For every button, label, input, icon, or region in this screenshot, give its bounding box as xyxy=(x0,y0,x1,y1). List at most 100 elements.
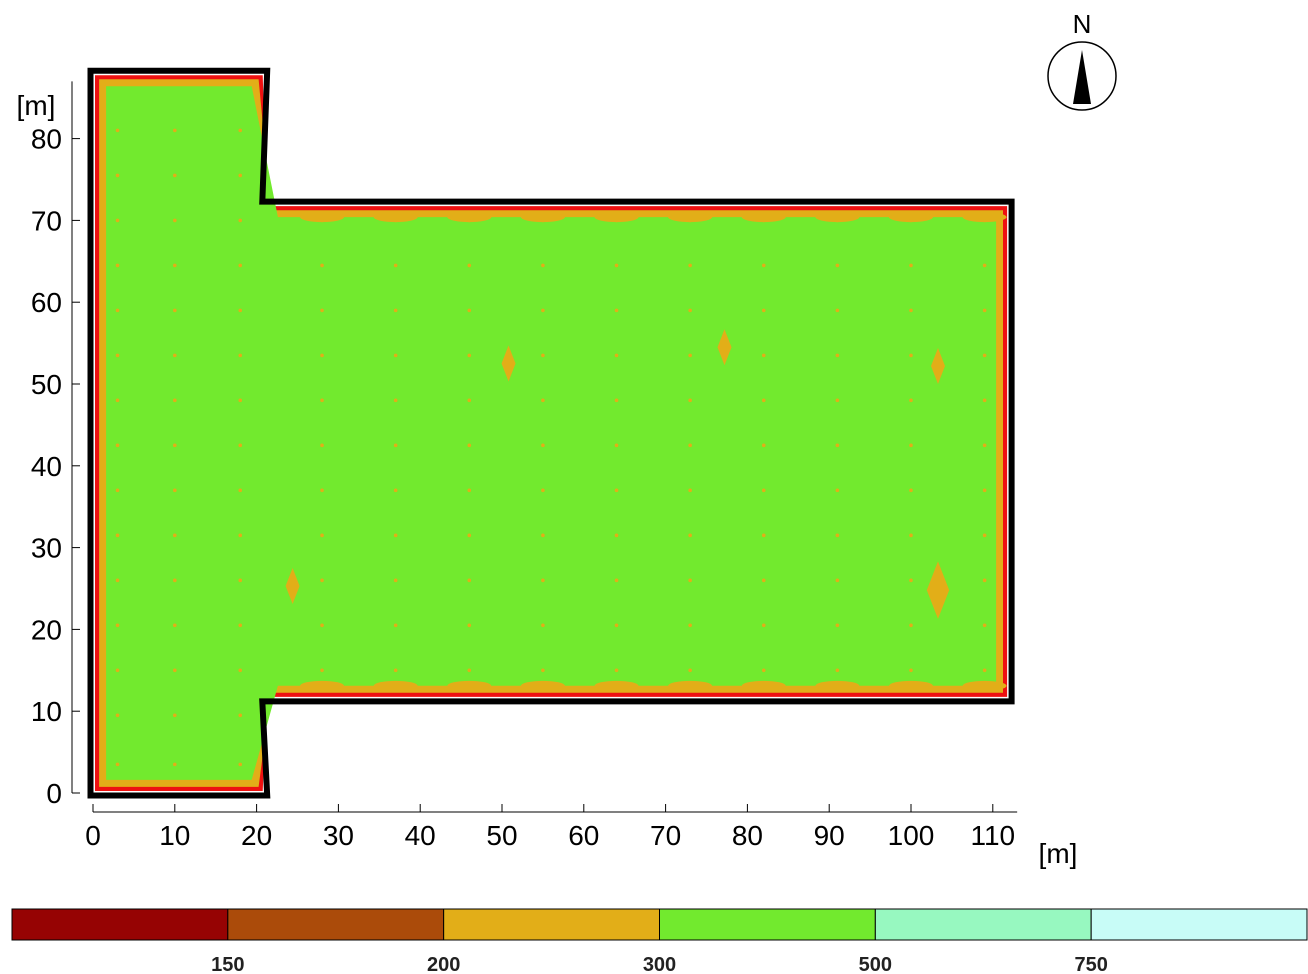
calc-point xyxy=(982,398,987,403)
x-tick-label: 70 xyxy=(650,820,681,851)
calc-point xyxy=(614,488,619,493)
calc-point xyxy=(761,398,766,403)
border-ripple xyxy=(300,212,345,223)
calc-point xyxy=(467,398,472,403)
legend-threshold-label: 200 xyxy=(427,954,460,974)
calc-point xyxy=(835,218,840,223)
calc-point xyxy=(238,128,243,133)
calc-point xyxy=(541,263,545,268)
color-legend: 150 200 300 500 750 xyxy=(11,908,1308,974)
x-tick-label: 80 xyxy=(732,820,763,851)
calc-point xyxy=(835,533,840,538)
north-arrow-icon xyxy=(1073,50,1091,104)
calc-point xyxy=(982,308,987,313)
calc-point xyxy=(835,488,840,493)
calc-point xyxy=(320,218,324,223)
calc-point xyxy=(761,578,766,583)
calc-point xyxy=(761,263,766,268)
calc-point xyxy=(835,578,840,583)
y-tick-label: 40 xyxy=(31,451,62,482)
calc-point xyxy=(909,488,913,493)
border-ripple xyxy=(668,680,713,691)
calc-point xyxy=(761,353,766,358)
calc-point xyxy=(173,263,177,268)
calc-point xyxy=(115,623,120,628)
calc-point xyxy=(909,443,913,448)
border-ripples xyxy=(300,212,1007,691)
y-unit-label: [m] xyxy=(17,90,56,121)
calc-point xyxy=(238,668,243,673)
calc-point xyxy=(541,398,545,403)
hotspot-200-300 xyxy=(501,345,516,382)
calc-point xyxy=(909,668,913,673)
calc-point xyxy=(614,308,619,313)
calc-point xyxy=(393,443,398,448)
map-area xyxy=(87,67,1015,799)
calc-point xyxy=(238,443,243,448)
calc-point xyxy=(688,353,692,358)
calc-point xyxy=(541,668,545,673)
calc-point xyxy=(909,533,913,538)
calc-point xyxy=(761,308,766,313)
calc-point xyxy=(909,263,913,268)
x-unit-label: [m] xyxy=(1039,838,1078,869)
calc-point xyxy=(320,668,324,673)
x-tick-label: 30 xyxy=(323,820,354,851)
calc-point xyxy=(614,218,619,223)
calc-point xyxy=(238,308,243,313)
calc-point xyxy=(467,308,472,313)
border-ripple xyxy=(594,212,639,223)
y-tick-label: 30 xyxy=(31,533,62,564)
calc-point xyxy=(173,488,177,493)
calc-point xyxy=(320,398,324,403)
x-tick-label: 50 xyxy=(486,820,517,851)
calc-point xyxy=(238,173,243,178)
calc-point xyxy=(761,668,766,673)
calc-point xyxy=(115,263,120,268)
x-tick-label: 60 xyxy=(568,820,599,851)
y-tick-label: 70 xyxy=(31,205,62,236)
calc-point xyxy=(614,668,619,673)
calc-point xyxy=(835,263,840,268)
hotspot-200-300 xyxy=(926,561,950,619)
calc-point xyxy=(982,443,987,448)
calc-point xyxy=(835,398,840,403)
border-ripple xyxy=(815,212,860,223)
calc-point xyxy=(115,398,120,403)
x-tick-label: 20 xyxy=(241,820,272,851)
calc-point xyxy=(467,218,472,223)
calc-point xyxy=(393,488,398,493)
calc-point xyxy=(115,533,120,538)
calc-point xyxy=(393,623,398,628)
border-ripple xyxy=(520,680,565,691)
legend-threshold-label: 150 xyxy=(211,954,244,974)
calc-point xyxy=(835,308,840,313)
calc-point xyxy=(688,578,692,583)
hotspot-200-300 xyxy=(930,348,945,385)
calc-point xyxy=(173,578,177,583)
calc-point xyxy=(909,578,913,583)
legend-swatch xyxy=(1090,908,1308,941)
calc-point xyxy=(173,353,177,358)
y-tick-label: 80 xyxy=(31,124,62,155)
calc-point xyxy=(115,668,120,673)
legend-swatch xyxy=(659,908,876,941)
calc-point xyxy=(541,443,545,448)
border-ripple xyxy=(889,680,933,691)
legend-threshold-label: 300 xyxy=(643,954,676,974)
calc-point xyxy=(614,263,619,268)
calc-point xyxy=(115,128,120,133)
calc-point xyxy=(320,578,324,583)
border-ripple xyxy=(889,212,933,223)
border-ripple xyxy=(594,680,639,691)
calc-point xyxy=(393,308,398,313)
calc-point xyxy=(393,578,398,583)
calc-point xyxy=(115,713,120,718)
calc-point xyxy=(909,218,913,223)
calc-point xyxy=(541,308,545,313)
calc-point xyxy=(909,308,913,313)
calc-point xyxy=(238,578,243,583)
border-ripple xyxy=(373,680,418,691)
calc-point xyxy=(238,263,243,268)
calc-point xyxy=(614,398,619,403)
